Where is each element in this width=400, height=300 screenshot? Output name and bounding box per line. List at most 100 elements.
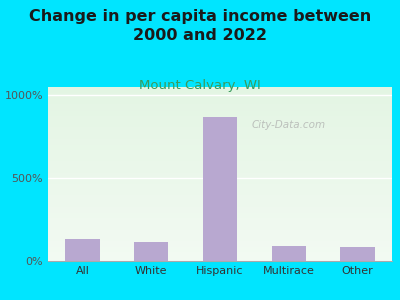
Bar <box>48 103 392 104</box>
Bar <box>48 169 392 170</box>
Bar <box>48 136 392 137</box>
Bar <box>48 237 392 238</box>
Bar <box>48 231 392 232</box>
Bar <box>48 218 392 219</box>
Bar <box>48 95 392 96</box>
Bar <box>48 250 392 251</box>
Bar <box>48 109 392 110</box>
Bar <box>48 106 392 107</box>
Bar <box>48 236 392 237</box>
Bar <box>48 128 392 129</box>
Bar <box>48 179 392 180</box>
Text: Mount Calvary, WI: Mount Calvary, WI <box>139 80 261 92</box>
Bar <box>48 162 392 163</box>
Bar <box>48 252 392 253</box>
Bar <box>48 129 392 130</box>
Bar <box>48 171 392 172</box>
Bar <box>48 146 392 147</box>
Bar <box>48 143 392 144</box>
Bar <box>48 200 392 201</box>
Bar <box>48 180 392 181</box>
Bar <box>48 117 392 118</box>
Bar <box>48 101 392 102</box>
Bar <box>48 134 392 135</box>
Bar <box>48 93 392 94</box>
Bar <box>48 245 392 246</box>
Bar <box>48 205 392 206</box>
Bar <box>48 190 392 191</box>
Bar <box>48 118 392 119</box>
Bar <box>48 241 392 242</box>
Bar <box>48 208 392 209</box>
Bar <box>48 189 392 190</box>
Bar <box>48 182 392 183</box>
Bar <box>48 174 392 175</box>
Bar <box>48 187 392 188</box>
Bar <box>48 153 392 154</box>
Bar <box>48 232 392 233</box>
Bar <box>48 170 392 171</box>
Bar <box>48 165 392 166</box>
Bar <box>48 135 392 136</box>
Bar <box>48 260 392 261</box>
Bar <box>48 203 392 204</box>
Bar <box>48 249 392 250</box>
Bar <box>48 256 392 257</box>
Bar <box>48 100 392 101</box>
Bar <box>48 152 392 153</box>
Bar <box>48 107 392 108</box>
Bar <box>48 145 392 146</box>
Bar <box>48 253 392 254</box>
Bar <box>48 155 392 156</box>
Bar <box>134 242 168 261</box>
Bar <box>48 105 392 106</box>
Bar <box>48 126 392 127</box>
Bar <box>48 217 392 218</box>
Bar <box>48 207 392 208</box>
Bar <box>48 254 392 255</box>
Bar <box>48 225 392 226</box>
Text: Change in per capita income between
2000 and 2022: Change in per capita income between 2000… <box>29 9 371 43</box>
Bar <box>48 228 392 229</box>
Bar <box>48 98 392 99</box>
Bar <box>48 89 392 90</box>
Bar <box>48 148 392 149</box>
Bar <box>48 160 392 161</box>
Bar <box>48 214 392 215</box>
Bar <box>48 211 392 212</box>
Bar <box>48 202 392 203</box>
Bar <box>48 119 392 120</box>
Bar <box>48 222 392 223</box>
Bar <box>48 175 392 176</box>
Bar <box>48 137 392 138</box>
Bar <box>48 201 392 202</box>
Bar <box>48 133 392 134</box>
Bar <box>48 215 392 216</box>
Bar <box>48 124 392 125</box>
Bar <box>48 90 392 91</box>
Bar <box>48 167 392 168</box>
Bar <box>48 204 392 205</box>
Bar <box>48 191 392 192</box>
Bar <box>48 220 392 221</box>
Bar <box>340 247 375 261</box>
Bar <box>48 196 392 197</box>
Bar <box>48 158 392 159</box>
Bar <box>48 257 392 258</box>
Bar <box>48 198 392 199</box>
Bar <box>48 178 392 179</box>
Bar <box>48 183 392 184</box>
Bar <box>48 151 392 152</box>
Bar <box>48 247 392 248</box>
Bar <box>48 102 392 103</box>
Bar <box>48 110 392 111</box>
Bar <box>48 142 392 143</box>
Bar <box>48 234 392 235</box>
Bar <box>48 238 392 239</box>
Bar <box>48 88 392 89</box>
Bar <box>48 255 392 256</box>
Bar <box>48 235 392 236</box>
Bar <box>48 259 392 260</box>
Bar <box>48 112 392 113</box>
Bar <box>48 195 392 196</box>
